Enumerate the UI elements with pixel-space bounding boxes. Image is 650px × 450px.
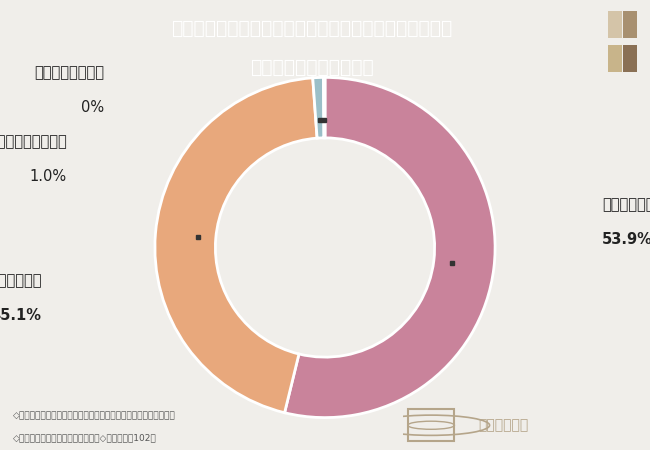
Text: ややそう思う: ややそう思う	[0, 273, 42, 288]
Text: 1.0%: 1.0%	[29, 170, 67, 184]
Text: ◇調査概要：コンテンツマーケティングの実施・成果に関する調査: ◇調査概要：コンテンツマーケティングの実施・成果に関する調査	[13, 411, 176, 420]
Wedge shape	[285, 77, 495, 418]
Text: 45.1%: 45.1%	[0, 308, 42, 323]
Wedge shape	[313, 77, 324, 138]
Text: あまりそう思わない: あまりそう思わない	[0, 134, 67, 149]
Text: 必須だと思われますか？: 必須だと思われますか？	[250, 58, 374, 77]
Text: 53.9%: 53.9%	[602, 233, 650, 248]
Text: 全くそう思わない: 全くそう思わない	[34, 65, 105, 80]
FancyBboxPatch shape	[608, 11, 622, 38]
Text: 0%: 0%	[81, 100, 105, 115]
Text: 未知株式会社: 未知株式会社	[478, 418, 528, 432]
FancyBboxPatch shape	[608, 45, 622, 72]
FancyBboxPatch shape	[623, 11, 637, 38]
Wedge shape	[155, 78, 317, 413]
Text: ◇調査方法：インターネット調査　◇調査人数：102人: ◇調査方法：インターネット調査 ◇調査人数：102人	[13, 433, 157, 442]
Text: とてもそう思う: とてもそう思う	[602, 197, 650, 212]
Text: 今後認知度を拡大するにはコンテンツマーケティングが: 今後認知度を拡大するにはコンテンツマーケティングが	[172, 19, 452, 38]
FancyBboxPatch shape	[623, 45, 637, 72]
Wedge shape	[324, 77, 325, 138]
